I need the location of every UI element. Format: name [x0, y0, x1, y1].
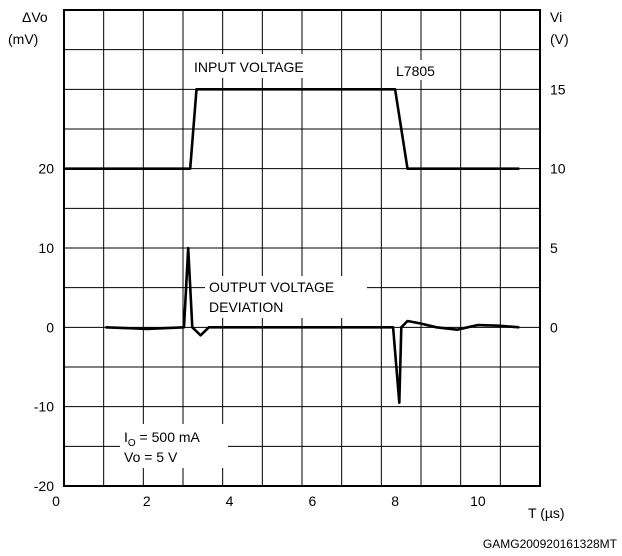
plot-frame	[63, 9, 541, 487]
y-left-label-line1: ΔVo	[22, 9, 48, 25]
output-current-annotation: IO = 500 mA	[124, 429, 201, 449]
output-deviation-annotation-line2: DEVIATION	[209, 299, 283, 315]
footer-code: GAMG200920161328MT	[483, 537, 618, 551]
y-right-tick-label: 5	[550, 240, 558, 256]
output-label-bg	[205, 276, 367, 318]
x-tick-label: 0	[52, 493, 60, 509]
x-tick-label: 8	[391, 493, 399, 509]
y-left-tick-label: 0	[46, 319, 54, 335]
x-tick-labels: 0 2 4 6 8 10	[52, 493, 486, 509]
y-right-label-line1: Vi	[550, 9, 562, 25]
chart-grid	[64, 10, 540, 486]
y-right-tick-labels: 0 5 10 15	[550, 81, 566, 335]
input-voltage-line	[64, 88, 520, 170]
y-left-tick-labels: -20 -10 0 10 20	[34, 161, 54, 494]
y-left-label-line2: (mV)	[8, 31, 38, 47]
y-left-tick-label: 20	[38, 161, 54, 177]
y-right-tick-label: 15	[550, 81, 566, 97]
y-left-tick-label: -10	[34, 399, 54, 415]
y-right-tick-label: 0	[550, 319, 558, 335]
output-voltage-deviation-line	[105, 246, 520, 404]
output-voltage-annotation: Vo = 5 V	[124, 449, 178, 465]
y-right-label-line2: (V)	[550, 31, 569, 47]
y-left-tick-label: -20	[34, 478, 54, 494]
x-tick-label: 2	[143, 493, 151, 509]
input-voltage-label-bg	[188, 54, 338, 78]
part-number-annotation: L7805	[396, 63, 435, 79]
y-right-tick-label: 10	[550, 161, 566, 177]
x-axis-label: T (µs)	[528, 505, 565, 521]
conditions-label-bg	[120, 424, 228, 468]
part-label-bg	[392, 60, 448, 80]
y-left-tick-label: 10	[38, 240, 54, 256]
x-tick-label: 10	[470, 493, 486, 509]
x-tick-label: 6	[308, 493, 316, 509]
output-deviation-annotation-line1: OUTPUT VOLTAGE	[209, 279, 334, 295]
input-voltage-annotation: INPUT VOLTAGE	[194, 59, 304, 75]
x-tick-label: 4	[226, 493, 234, 509]
